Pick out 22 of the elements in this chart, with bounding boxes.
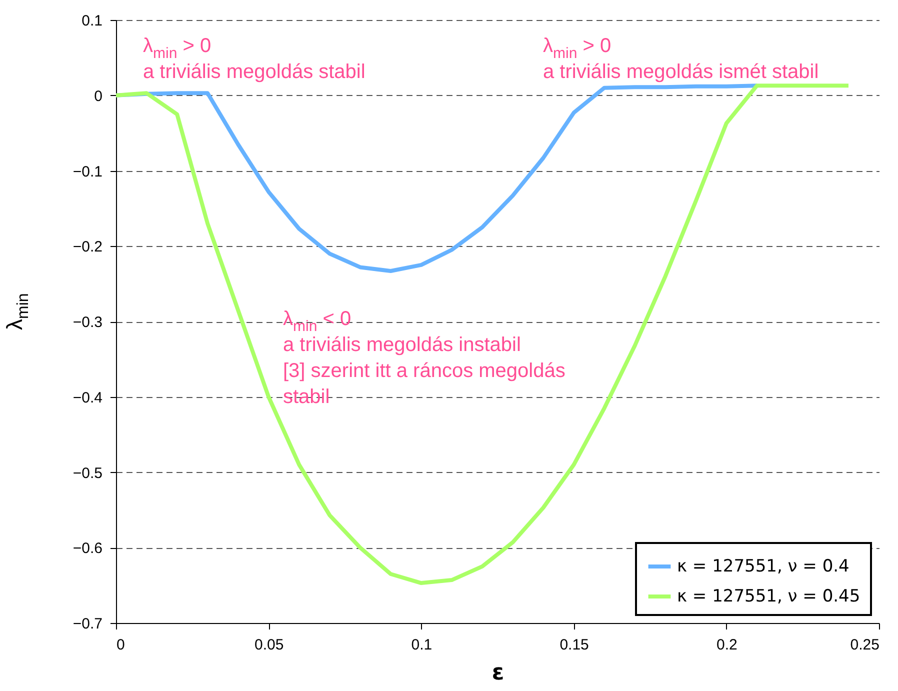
y-tick-label: −0.4: [72, 389, 102, 406]
y-tick-label: 0: [94, 88, 102, 105]
x-tick-label: 0: [116, 636, 125, 654]
line-series: [116, 84, 850, 586]
x-axis-title: ε: [492, 660, 504, 686]
legend-label: κ = 127551, ν = 0.4: [677, 556, 850, 576]
y-tick-label: −0.1: [72, 163, 102, 180]
x-tick-label: 0.05: [254, 636, 284, 654]
y-tick-label: −0.2: [72, 238, 102, 256]
y-tick-label: −0.3: [72, 314, 102, 331]
y-tick-label: −0.5: [72, 464, 102, 482]
y-tick-label: −0.6: [72, 540, 102, 558]
y-tick-label: 0.1: [82, 12, 102, 30]
legend-label: κ = 127551, ν = 0.45: [677, 586, 860, 606]
y-tick-label: −0.7: [72, 616, 102, 632]
line-series: [116, 84, 759, 273]
x-tick-label: 0.15: [560, 636, 589, 654]
x-tick-label: 0.25: [850, 636, 880, 654]
annotation: λ$_{min}$ > 0 a triviális megoldás ismét stabil: [543, 34, 819, 85]
annotation: λ$_{min}$ > 0 a triviális megoldás stabil: [143, 34, 366, 85]
x-tick-label: 0.2: [716, 636, 738, 654]
x-tick-label: 0.1: [411, 636, 432, 654]
